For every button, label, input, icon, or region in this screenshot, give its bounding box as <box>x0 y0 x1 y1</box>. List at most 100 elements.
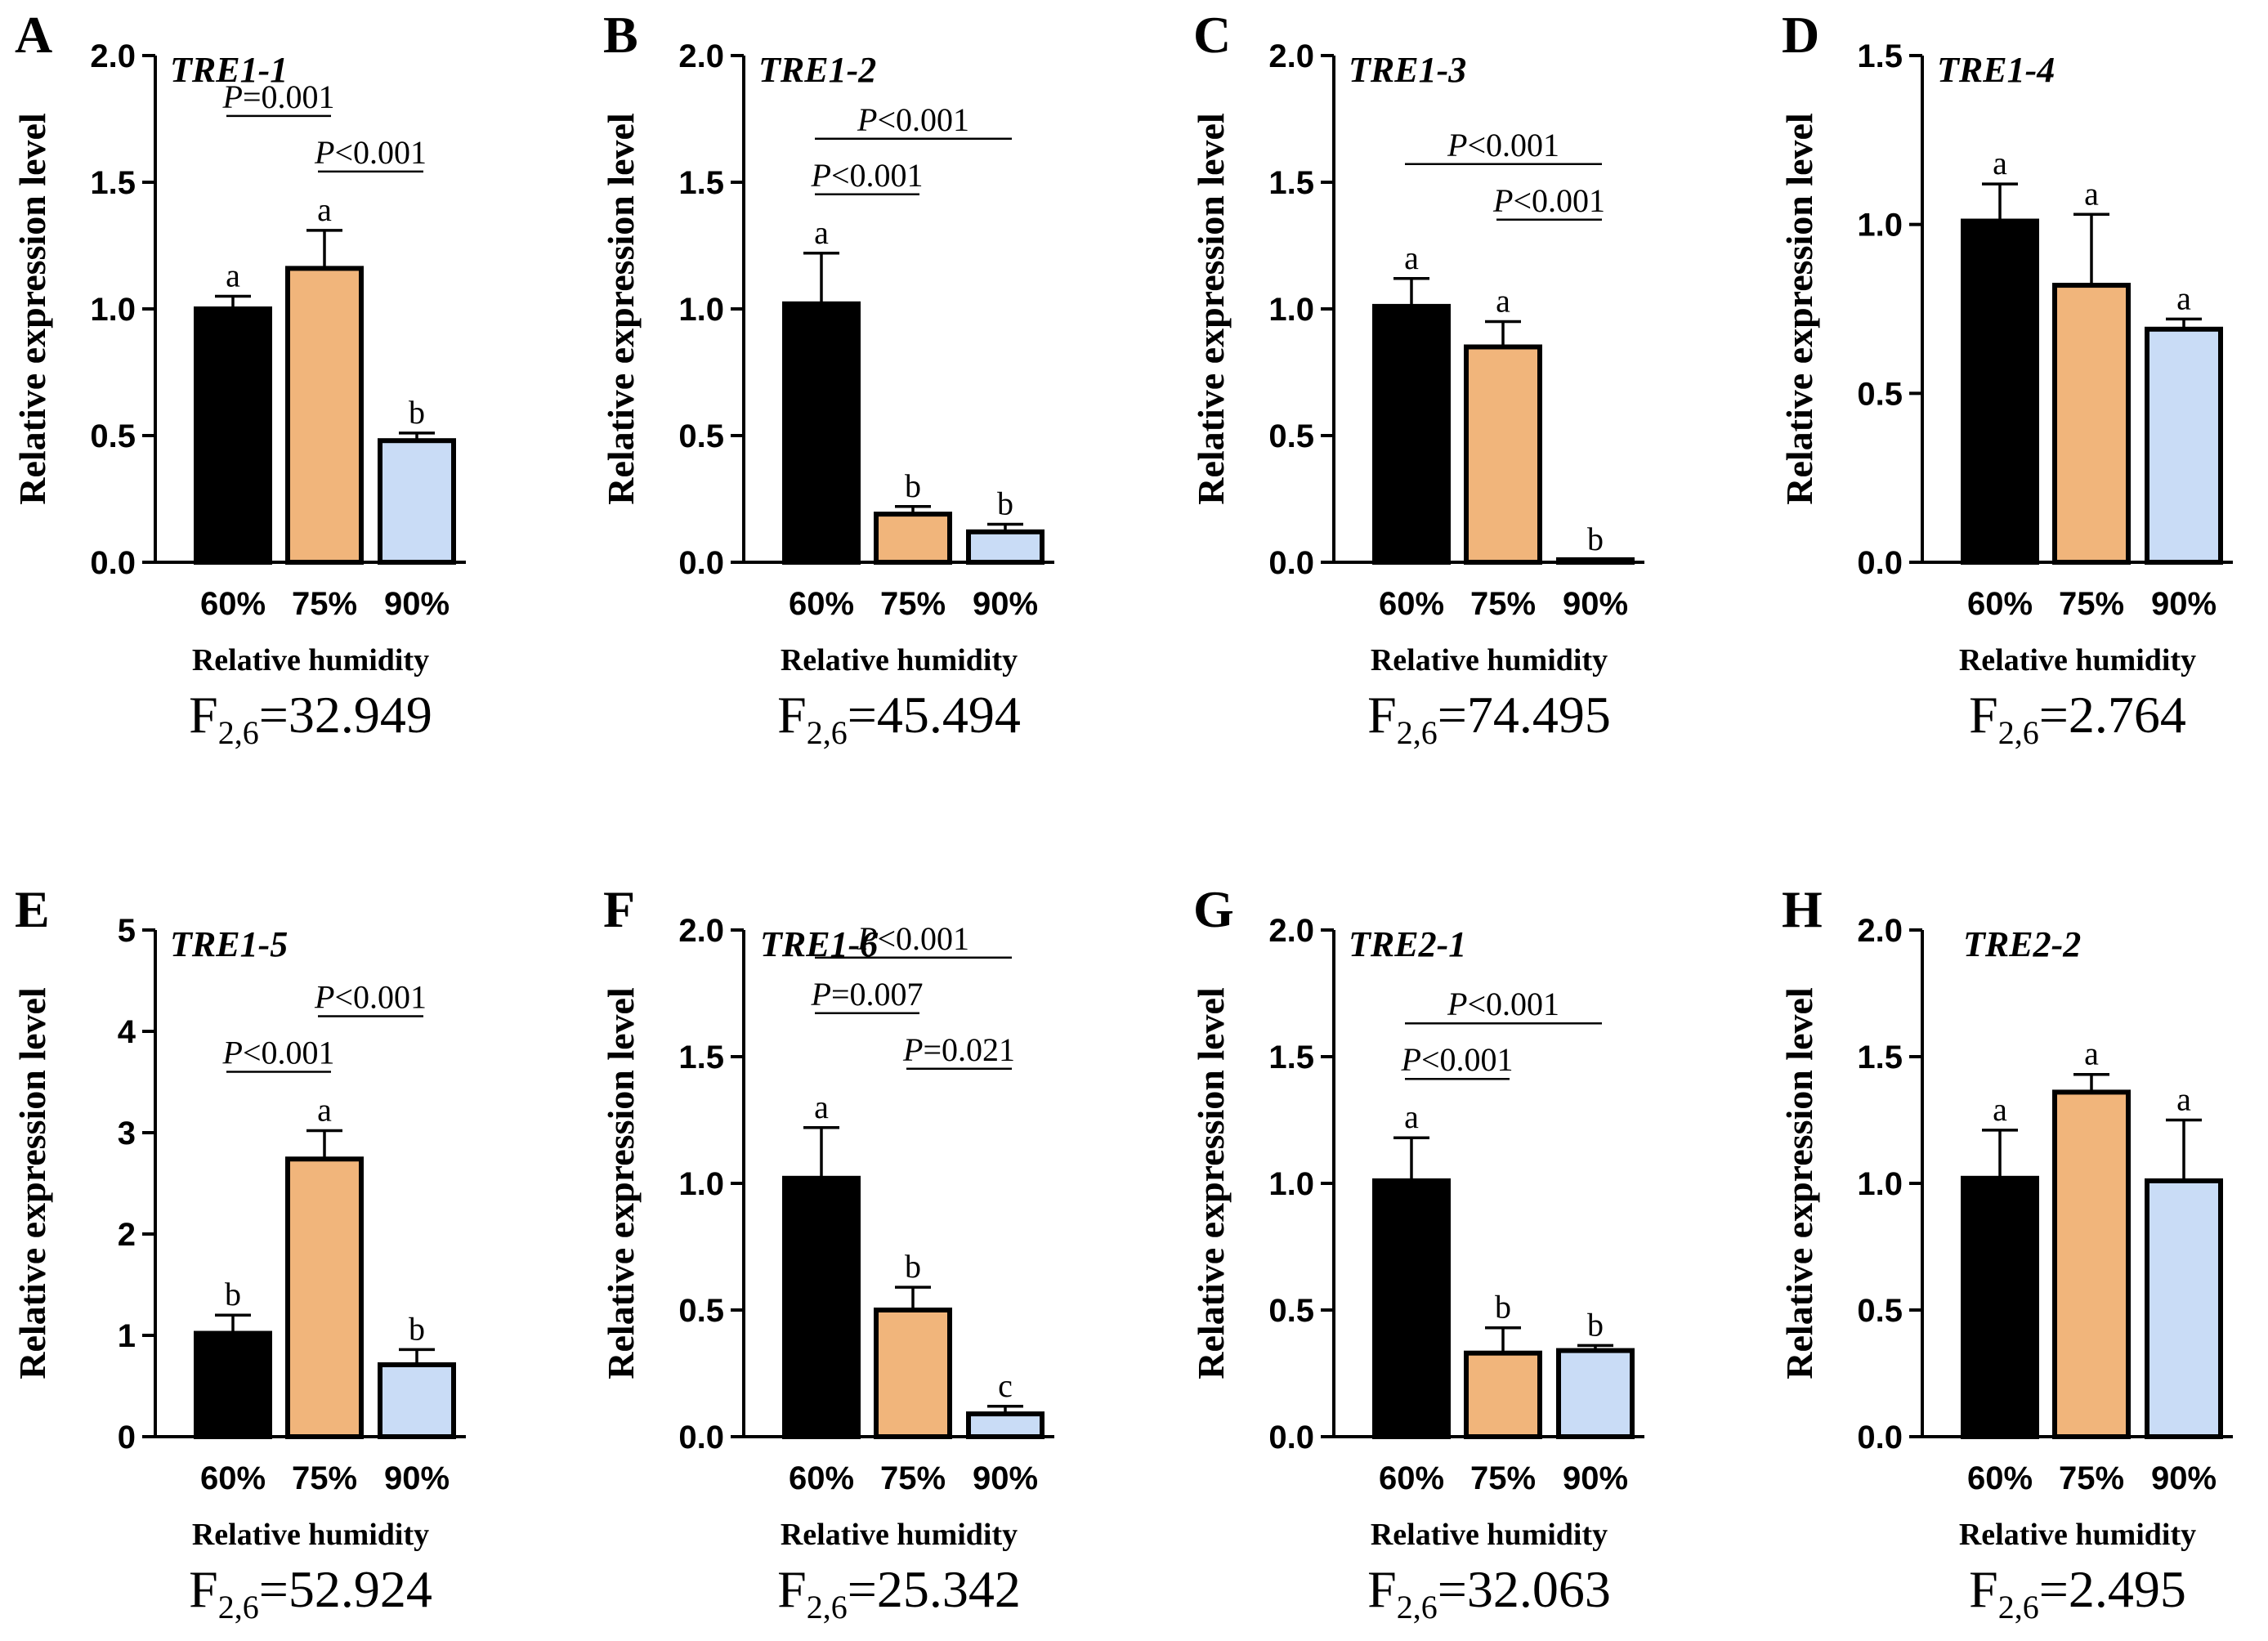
y-tick-label: 2.0 <box>678 913 724 949</box>
p-value-label: P<0.001 <box>1447 127 1559 163</box>
x-axis-label: Relative humidity <box>192 643 429 677</box>
x-axis-label: Relative humidity <box>781 643 1018 677</box>
f-subscript: 2,6 <box>807 714 848 751</box>
f-statistic: F2,6=25.342 <box>777 1560 1021 1625</box>
x-tick-label: 90% <box>973 1460 1038 1496</box>
p-value-label: P<0.001 <box>1401 1041 1514 1078</box>
y-axis-label: Relative expression level <box>11 113 53 505</box>
bar-75pct <box>2052 1089 2131 1440</box>
f-statistic: F2,6=32.063 <box>1367 1560 1611 1625</box>
y-tick-label: 0.0 <box>1857 1420 1903 1455</box>
y-tick-label: 2.0 <box>1268 913 1314 949</box>
bar-60pct <box>194 306 272 565</box>
y-tick-label: 1.5 <box>678 1040 724 1075</box>
significance-letter: b <box>1495 1289 1511 1326</box>
f-prefix: F <box>189 686 218 744</box>
p-value: <0.001 <box>1513 182 1605 219</box>
p-symbol: P <box>314 134 334 171</box>
panel-letter: C <box>1193 6 1231 64</box>
p-value-label: P<0.001 <box>857 920 969 957</box>
significance-letter: a <box>1993 145 2007 181</box>
x-tick-label: 90% <box>1563 586 1628 622</box>
panel-letter: B <box>603 6 638 64</box>
f-prefix: F <box>1367 1560 1397 1618</box>
significance-letter: b <box>225 1276 241 1312</box>
significance-letter: a <box>2176 279 2191 316</box>
x-tick-label: 90% <box>384 1460 450 1496</box>
y-tick-label: 2.0 <box>1857 913 1903 949</box>
p-value: <0.001 <box>334 134 427 171</box>
bar-75pct <box>285 266 364 565</box>
bar-90pct <box>378 1362 456 1439</box>
significance-letter: a <box>317 191 332 228</box>
bar-90pct <box>2145 326 2223 565</box>
significance-letter: a <box>1496 283 1510 320</box>
gene-name: TRE2-2 <box>1963 924 2081 964</box>
bar-90pct <box>2145 1178 2223 1440</box>
p-value-label: P<0.001 <box>222 1035 335 1071</box>
bar-90pct <box>1556 1348 1635 1439</box>
p-symbol: P <box>1447 986 1467 1022</box>
x-tick-label: 75% <box>292 586 357 622</box>
y-tick-label: 0.5 <box>1857 376 1903 412</box>
x-tick-label: 60% <box>1967 1460 2033 1496</box>
x-tick-label: 90% <box>2151 1460 2217 1496</box>
f-statistic: F2,6=52.924 <box>189 1560 432 1625</box>
panel-c: C TRE1-3 0.0 0.5 1.0 1.5 2.0 Relative expressio… <box>1190 6 1644 751</box>
f-value: =32.949 <box>259 686 432 744</box>
gene-name: TRE1-4 <box>1937 50 2055 90</box>
y-axis-label: Relative expression level <box>600 113 642 505</box>
y-tick-label: 0.0 <box>1268 1420 1314 1455</box>
y-tick-label: 1.5 <box>1268 1040 1314 1075</box>
panel-e: E TRE1-5 0 1 2 3 4 5 Relative expression level b 6… <box>11 880 466 1625</box>
f-value: =2.764 <box>2039 686 2186 744</box>
x-tick-label: 60% <box>789 1460 854 1496</box>
y-axis-label: Relative expression level <box>1190 987 1232 1379</box>
x-tick-label: 60% <box>789 586 854 622</box>
x-tick-label: 60% <box>200 1460 266 1496</box>
panel-letter: E <box>15 880 50 938</box>
x-tick-label: 75% <box>2059 1460 2124 1496</box>
p-value: <0.001 <box>877 101 969 138</box>
panel-h: H TRE2-2 0.0 0.5 1.0 1.5 2.0 Relative expressio… <box>1778 880 2233 1625</box>
p-value: =0.001 <box>243 78 335 115</box>
y-tick-label: 0.5 <box>90 418 136 454</box>
bar-75pct <box>1464 344 1542 565</box>
significance-letter: a <box>2084 175 2099 212</box>
bar-75pct <box>285 1156 364 1439</box>
p-value-label: P=0.007 <box>811 976 924 1013</box>
p-value: =0.021 <box>923 1031 1015 1068</box>
gene-name: TRE1-1 <box>170 50 288 90</box>
y-tick-label: 1.0 <box>678 1166 724 1202</box>
y-tick-label: 1.5 <box>1857 38 1903 74</box>
panel-letter: H <box>1782 880 1823 938</box>
f-prefix: F <box>777 1560 807 1618</box>
panel-d: D TRE1-4 0.0 0.5 1.0 1.5 Relative expression l… <box>1778 6 2233 751</box>
p-symbol: P <box>857 920 877 957</box>
x-axis-label: Relative humidity <box>1371 1518 1608 1552</box>
y-axis-label: Relative expression level <box>1778 113 1820 505</box>
p-value-label: P<0.001 <box>1447 986 1559 1022</box>
significance-letter: b <box>905 467 921 504</box>
p-symbol: P <box>811 157 831 194</box>
p-value: <0.001 <box>877 920 969 957</box>
y-tick-label: 0.0 <box>678 1420 724 1455</box>
p-value-label: P=0.021 <box>902 1031 1015 1068</box>
x-tick-label: 75% <box>2059 586 2124 622</box>
x-tick-label: 90% <box>973 586 1038 622</box>
f-prefix: F <box>1367 686 1397 744</box>
significance-letter: b <box>905 1248 921 1285</box>
y-tick-label: 1.0 <box>678 292 724 328</box>
panel-letter: G <box>1193 880 1234 938</box>
y-tick-label: 1.0 <box>1268 1166 1314 1202</box>
y-tick-label: 0.0 <box>90 545 136 581</box>
y-tick-label: 1.5 <box>1268 165 1314 201</box>
f-prefix: F <box>189 1560 218 1618</box>
p-value-label: P<0.001 <box>314 134 427 171</box>
gene-name: TRE2-1 <box>1349 924 1466 964</box>
p-symbol: P <box>1447 127 1467 163</box>
y-tick-label: 1.0 <box>1857 1166 1903 1202</box>
y-tick-label: 1 <box>118 1318 136 1354</box>
f-statistic: F2,6=45.494 <box>777 686 1021 751</box>
f-subscript: 2,6 <box>218 1589 259 1625</box>
